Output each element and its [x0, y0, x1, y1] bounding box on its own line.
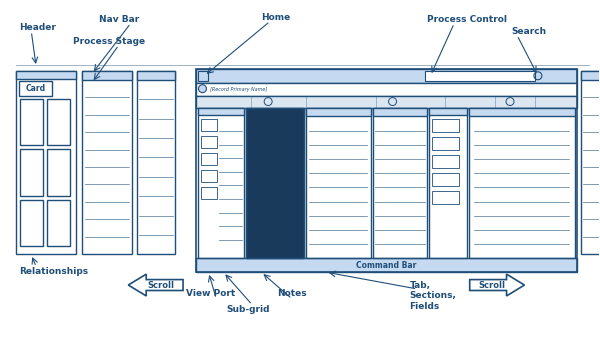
Text: Header: Header [19, 23, 56, 32]
Text: Sub-grid: Sub-grid [226, 305, 270, 314]
Bar [137, 71, 175, 254]
Bar [373, 107, 427, 258]
Bar [199, 71, 208, 81]
Bar [137, 71, 175, 80]
Bar [430, 107, 467, 258]
Bar [469, 107, 575, 116]
Bar [581, 71, 600, 254]
Text: Command Bar: Command Bar [356, 261, 417, 270]
Bar [20, 99, 43, 145]
Bar [16, 71, 76, 254]
Bar [196, 83, 577, 96]
Text: Scroll: Scroll [479, 281, 506, 290]
Bar [82, 71, 132, 80]
Bar [47, 149, 70, 196]
Bar [20, 149, 43, 196]
Bar [16, 71, 76, 79]
Bar [47, 200, 70, 246]
Bar [20, 200, 43, 246]
Text: Process Stage: Process Stage [73, 37, 145, 46]
Text: Process Control: Process Control [427, 15, 507, 24]
Bar [246, 107, 304, 258]
Bar [425, 71, 535, 81]
Bar [430, 107, 467, 116]
Bar [19, 81, 52, 96]
Bar [433, 137, 459, 150]
Bar [433, 191, 459, 204]
Bar [246, 107, 304, 258]
Text: Home: Home [262, 13, 291, 22]
Bar [199, 107, 244, 258]
Text: Relationships: Relationships [19, 267, 88, 276]
Bar [196, 69, 577, 83]
Bar [202, 153, 217, 165]
Text: Tab,
Sections,
Fields: Tab, Sections, Fields [409, 281, 457, 311]
Bar [202, 187, 217, 199]
Bar [581, 71, 600, 80]
Bar [196, 258, 577, 272]
Bar [202, 119, 217, 131]
Text: [Record Primary Name]: [Record Primary Name] [211, 87, 268, 92]
Text: Nav Bar: Nav Bar [99, 15, 139, 24]
Bar [433, 173, 459, 186]
Bar [306, 107, 371, 116]
Bar [306, 107, 371, 258]
Bar [196, 96, 577, 107]
Bar [433, 155, 459, 168]
Polygon shape [128, 274, 183, 296]
Bar [82, 71, 132, 254]
Bar [202, 170, 217, 182]
Text: Card: Card [26, 84, 46, 93]
Text: Notes: Notes [277, 289, 307, 298]
Bar [196, 69, 577, 272]
Bar [199, 107, 244, 116]
Bar [373, 107, 427, 116]
Text: Search: Search [511, 27, 547, 36]
Text: View Port: View Port [186, 289, 235, 298]
Polygon shape [470, 274, 524, 296]
Bar [47, 99, 70, 145]
Text: Scroll: Scroll [147, 281, 174, 290]
Bar [433, 119, 459, 132]
Circle shape [199, 85, 206, 93]
Bar [202, 136, 217, 148]
Bar [469, 107, 575, 258]
